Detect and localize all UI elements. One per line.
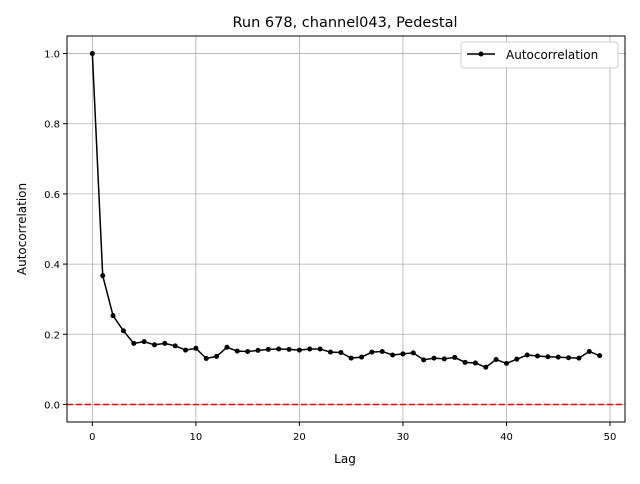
data-point xyxy=(255,347,261,353)
data-point xyxy=(369,349,375,355)
data-point xyxy=(348,355,354,361)
legend: Autocorrelation xyxy=(460,41,619,69)
data-point xyxy=(503,360,509,366)
chart-title: Run 678, channel043, Pedestal xyxy=(232,15,457,31)
data-point xyxy=(110,313,116,319)
data-point xyxy=(214,353,220,359)
data-point xyxy=(193,345,199,351)
data-point xyxy=(586,348,592,354)
series-line xyxy=(91,53,600,369)
data-point xyxy=(120,328,126,334)
data-point xyxy=(555,354,561,360)
data-point xyxy=(576,355,582,361)
data-point xyxy=(276,346,282,352)
data-point xyxy=(597,353,603,359)
data-point xyxy=(245,348,251,354)
data-point xyxy=(452,354,458,360)
data-point xyxy=(286,346,292,352)
data-point xyxy=(483,364,489,370)
data-point xyxy=(89,51,95,57)
data-point xyxy=(472,360,478,366)
x-tick-label: 40 xyxy=(500,432,513,443)
data-point xyxy=(400,351,406,357)
data-point xyxy=(265,346,271,352)
legend-label: Autocorrelation xyxy=(506,48,598,62)
series-autocorrelation xyxy=(89,51,603,370)
data-point xyxy=(441,356,447,362)
x-tick-label: 10 xyxy=(190,432,203,443)
data-point xyxy=(545,354,551,360)
legend-box xyxy=(460,41,619,69)
data-point xyxy=(379,348,385,354)
x-tick-label: 30 xyxy=(397,432,410,443)
y-tick-label: 0.6 xyxy=(44,190,60,201)
grid xyxy=(67,36,625,422)
data-point xyxy=(566,355,572,361)
data-point xyxy=(162,340,168,346)
data-point xyxy=(131,340,137,346)
data-point xyxy=(421,357,427,363)
data-point xyxy=(172,343,178,349)
data-point xyxy=(151,342,157,348)
data-point xyxy=(183,347,189,353)
y-tick-label: 1.0 xyxy=(44,50,60,61)
y-tick-label: 0.2 xyxy=(44,330,60,341)
y-tick-label: 0.4 xyxy=(44,260,60,271)
legend-marker xyxy=(478,51,484,57)
data-point xyxy=(203,355,209,361)
x-tick-label: 0 xyxy=(89,432,95,443)
data-point xyxy=(535,353,541,359)
data-point xyxy=(431,355,437,361)
data-point xyxy=(317,346,323,352)
data-point xyxy=(338,350,344,356)
y-tick-label: 0.0 xyxy=(44,400,60,411)
data-point xyxy=(359,354,365,360)
x-axis-label: Lag xyxy=(334,452,356,466)
data-point xyxy=(514,356,520,362)
plot-frame xyxy=(66,35,626,423)
data-point xyxy=(296,347,302,353)
x-tick-label: 50 xyxy=(604,432,617,443)
axis-ticks: 0 10 20 30 40 50 0.0 0.2 0.4 0.6 0.8 1.0 xyxy=(44,50,616,443)
data-point xyxy=(327,349,333,355)
data-point xyxy=(234,348,240,354)
data-point xyxy=(390,352,396,358)
x-tick-label: 20 xyxy=(293,432,306,443)
data-point xyxy=(524,352,530,358)
y-axis-label: Autocorrelation xyxy=(15,183,29,275)
data-point xyxy=(493,357,499,363)
data-point xyxy=(100,273,106,279)
data-point xyxy=(141,339,147,345)
y-tick-label: 0.8 xyxy=(44,120,60,131)
data-point xyxy=(307,346,313,352)
data-point xyxy=(224,344,230,350)
data-point xyxy=(410,350,416,356)
data-point xyxy=(462,359,468,365)
